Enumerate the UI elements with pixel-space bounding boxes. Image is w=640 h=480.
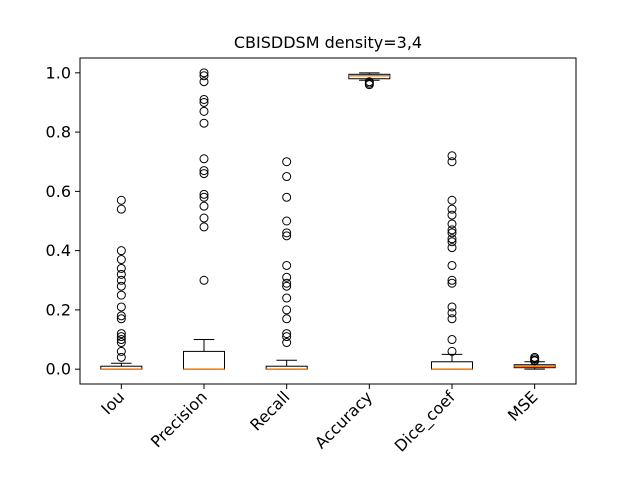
x-tick-label: Recall — [246, 387, 293, 434]
x-tick-label: Accuracy — [311, 387, 376, 452]
flier-point — [282, 281, 292, 291]
flier-point — [199, 68, 209, 78]
x-tick-label: Iou — [97, 387, 128, 418]
box-body — [183, 350, 225, 370]
flier-point — [282, 314, 292, 324]
x-tick-label: Dice_coef — [391, 387, 460, 456]
flier-point — [447, 278, 457, 288]
flier-point — [447, 237, 457, 247]
y-tick-label: 0.4 — [46, 241, 71, 260]
box-mse — [513, 352, 556, 370]
flier-point — [282, 272, 292, 282]
flier-point — [282, 216, 292, 226]
flier-point — [447, 335, 457, 345]
flier-point — [282, 172, 292, 182]
y-tick-label: 0.2 — [46, 300, 71, 319]
y-tick-label: 0.8 — [46, 123, 71, 142]
flier-point — [116, 314, 126, 324]
flier-point — [116, 332, 126, 342]
flier-point — [282, 338, 292, 348]
flier-point — [447, 151, 457, 161]
box-recall — [265, 157, 308, 370]
flier-point — [447, 234, 457, 244]
flier-point — [116, 281, 126, 291]
flier-point — [199, 118, 209, 128]
flier-point — [116, 311, 126, 321]
flier-point — [199, 106, 209, 116]
flier-point — [199, 222, 209, 232]
flier-point — [282, 260, 292, 270]
flier-point — [199, 189, 209, 199]
box-precision — [183, 68, 225, 370]
y-tick-label: 0.6 — [46, 182, 71, 201]
flier-point — [116, 302, 126, 312]
flier-point — [116, 290, 126, 300]
flier-point — [282, 293, 292, 303]
flier-point — [447, 302, 457, 312]
flier-point — [282, 278, 292, 288]
flier-point — [116, 346, 126, 356]
plot-area — [100, 68, 556, 370]
flier-point — [116, 352, 126, 362]
flier-point — [447, 275, 457, 285]
flier-point — [116, 246, 126, 256]
y-tick-label: 0.0 — [46, 360, 71, 379]
flier-point — [447, 346, 457, 356]
axes-frame — [79, 57, 577, 385]
box-dice-coef — [431, 151, 473, 370]
flier-point — [116, 195, 126, 205]
flier-point — [447, 314, 457, 324]
flier-point — [199, 166, 209, 176]
flier-point — [116, 263, 126, 273]
flier-point — [199, 169, 209, 179]
flier-point — [199, 94, 209, 104]
flier-point — [116, 335, 126, 345]
chart-title: CBISDDSM density=3,4 — [234, 33, 422, 52]
y-tick-label: 1.0 — [46, 63, 71, 82]
flier-point — [364, 80, 374, 90]
flier-point — [199, 97, 209, 107]
flier-point — [447, 260, 457, 270]
flier-point — [199, 275, 209, 285]
flier-point — [116, 329, 126, 339]
flier-point — [447, 225, 457, 235]
flier-point — [199, 77, 209, 87]
y-axis: 0.0 0.2 0.4 0.6 0.8 1.0 — [46, 63, 80, 379]
flier-point — [530, 356, 540, 366]
x-tick-label: MSE — [504, 387, 542, 425]
box-iou — [100, 195, 143, 370]
box-accuracy — [348, 72, 391, 90]
flier-point — [116, 275, 126, 285]
flier-point — [447, 157, 457, 167]
x-axis: Iou Precision Recall Accuracy Dice_coef MSE — [97, 384, 541, 456]
x-tick-label: Precision — [147, 387, 211, 451]
flier-point — [199, 201, 209, 211]
flier-point — [199, 192, 209, 202]
flier-point — [447, 308, 457, 318]
flier-point — [116, 255, 126, 265]
box-body — [431, 361, 473, 370]
flier-point — [116, 204, 126, 214]
flier-point — [447, 228, 457, 238]
flier-point — [282, 231, 292, 241]
flier-point — [282, 228, 292, 238]
flier-point — [447, 243, 457, 253]
flier-point — [116, 338, 126, 348]
flier-point — [199, 213, 209, 223]
flier-point — [282, 332, 292, 342]
flier-point — [116, 269, 126, 279]
flier-point — [447, 219, 457, 229]
flier-point — [199, 71, 209, 81]
flier-point — [447, 204, 457, 214]
flier-point — [447, 210, 457, 220]
flier-point — [282, 305, 292, 315]
flier-point — [447, 195, 457, 205]
flier-point — [282, 329, 292, 339]
flier-point — [282, 192, 292, 202]
flier-point — [282, 157, 292, 167]
flier-point — [199, 154, 209, 164]
